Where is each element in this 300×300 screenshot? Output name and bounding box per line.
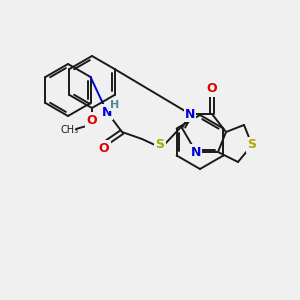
Text: N: N: [102, 106, 112, 118]
Text: H: H: [110, 100, 120, 110]
Text: O: O: [87, 113, 97, 127]
Text: S: S: [155, 139, 164, 152]
Text: O: O: [207, 82, 217, 95]
Text: S: S: [248, 139, 256, 152]
Text: O: O: [99, 142, 109, 154]
Text: N: N: [191, 146, 201, 158]
Text: CH₃: CH₃: [61, 125, 79, 135]
Text: N: N: [185, 107, 195, 121]
